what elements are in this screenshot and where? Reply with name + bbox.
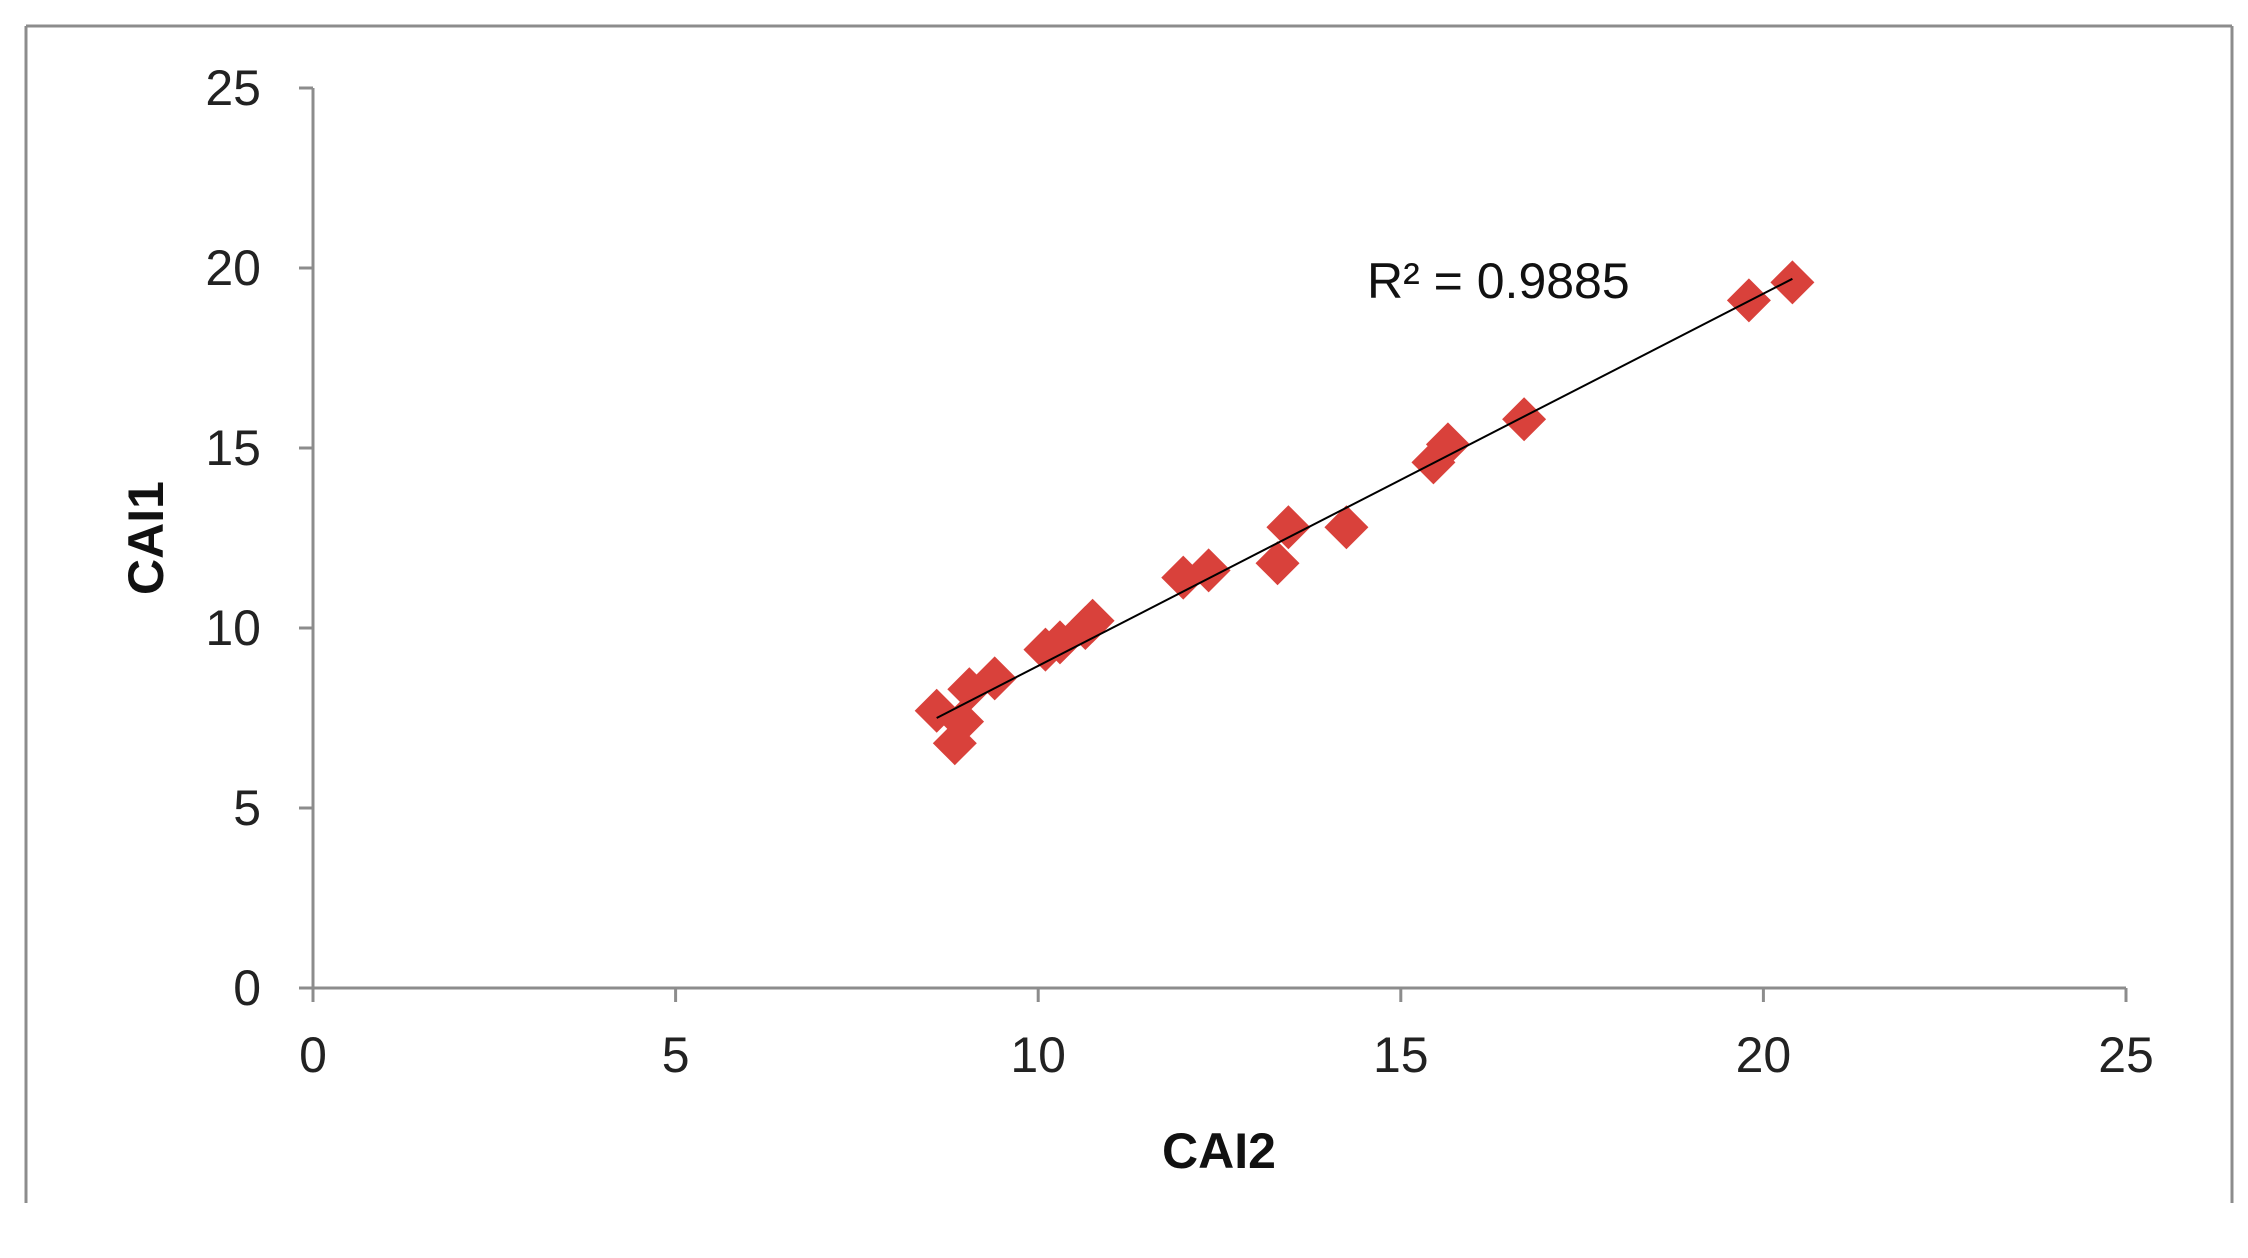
x-tick-label: 15 <box>1373 1027 1429 1083</box>
data-point <box>1502 397 1547 442</box>
r-squared-annotation: R² = 0.9885 <box>1367 253 1630 309</box>
y-ticks: 0 5 10 15 20 25 <box>205 60 313 1016</box>
data-point <box>1770 260 1815 305</box>
data-point <box>1425 422 1470 467</box>
y-tick-label: 10 <box>205 600 261 656</box>
data-point <box>1324 505 1369 550</box>
points-layer <box>914 260 1815 766</box>
x-tick-label: 25 <box>2098 1027 2154 1083</box>
y-tick-label: 25 <box>205 60 261 116</box>
trendline <box>936 277 1793 719</box>
data-point <box>972 656 1017 701</box>
x-tick-label: 20 <box>1736 1027 1792 1083</box>
y-tick-label: 15 <box>205 420 261 476</box>
axes <box>311 88 2126 990</box>
y-tick-label: 20 <box>205 240 261 296</box>
data-point <box>1255 541 1300 586</box>
x-axis-title: CAI2 <box>1162 1123 1276 1179</box>
x-tick-label: 0 <box>299 1027 327 1083</box>
y-axis-title: CAI1 <box>118 481 174 595</box>
y-tick-label: 5 <box>233 780 261 836</box>
data-point <box>1186 548 1231 593</box>
x-tick-label: 5 <box>662 1027 690 1083</box>
chart-border <box>24 24 2234 1203</box>
x-tick-label: 10 <box>1010 1027 1066 1083</box>
trendline-layer <box>936 277 1793 719</box>
data-point <box>1266 505 1311 550</box>
y-tick-label: 0 <box>233 960 261 1016</box>
x-ticks: 0 5 10 15 20 25 <box>299 988 2154 1083</box>
